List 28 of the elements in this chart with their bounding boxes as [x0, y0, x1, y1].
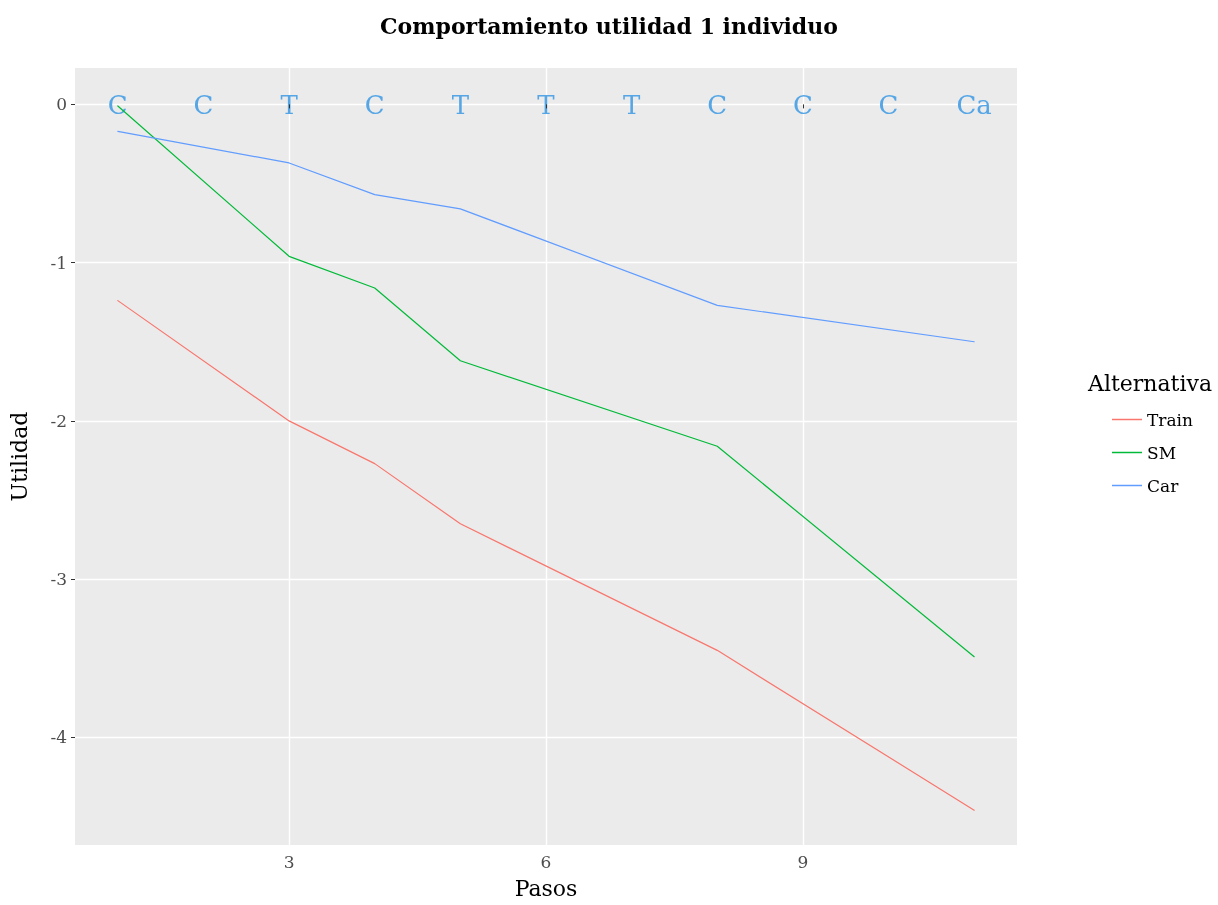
- annotation: C: [707, 89, 728, 120]
- annotation: T: [451, 89, 470, 120]
- x-tick-label: 9: [797, 851, 809, 872]
- x-axis-title: Pasos: [514, 875, 578, 901]
- annotation: C: [878, 89, 899, 120]
- line-series: [117, 130, 975, 343]
- annotation: T: [280, 89, 299, 120]
- annotation: Ca: [956, 89, 992, 120]
- legend-label: Car: [1147, 475, 1180, 496]
- legend-label: SM: [1147, 442, 1177, 463]
- annotation: T: [622, 89, 641, 120]
- annotation: C: [107, 89, 128, 120]
- line-series: [117, 300, 975, 811]
- legend-label: Train: [1147, 409, 1194, 430]
- annotation: T: [537, 89, 556, 120]
- annotation: C: [193, 89, 214, 120]
- y-tick-label: -2: [50, 410, 67, 431]
- x-tick-label: 3: [283, 851, 295, 872]
- y-tick-label: -4: [50, 727, 67, 748]
- legend-title: Alternativa: [1086, 370, 1213, 396]
- y-tick-label: -3: [50, 569, 67, 590]
- annotation: C: [792, 89, 813, 120]
- y-tick-label: -1: [50, 252, 67, 273]
- y-tick-label: 0: [56, 94, 67, 115]
- x-tick-label: 6: [540, 851, 552, 872]
- annotation: C: [364, 89, 385, 120]
- y-axis-title: Utilidad: [6, 411, 32, 502]
- chart-title: Comportamiento utilidad 1 individuo: [380, 13, 838, 39]
